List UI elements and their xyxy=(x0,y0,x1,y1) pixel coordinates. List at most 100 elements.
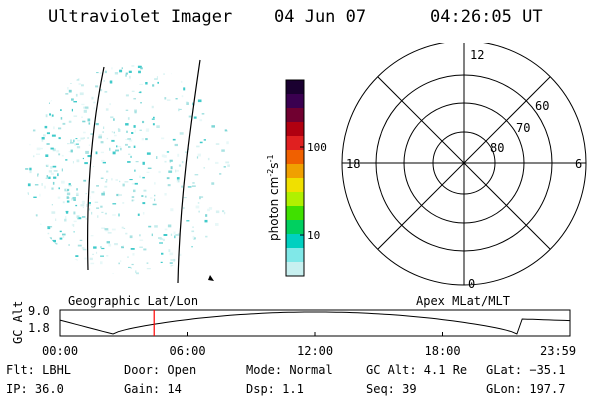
speckle-dot xyxy=(65,255,68,258)
speckle-dot xyxy=(58,127,62,130)
mlt-label-18: 18 xyxy=(346,157,360,171)
status-seq: Seq: 39 xyxy=(366,382,417,396)
speckle-dot xyxy=(96,251,98,254)
speckle-dot xyxy=(37,274,39,275)
speckle-dot xyxy=(27,206,32,210)
speckle-dot xyxy=(139,129,142,131)
speckle-dot xyxy=(58,253,61,255)
speckle-dot xyxy=(44,125,48,129)
speckle-dot xyxy=(76,146,81,149)
speckle-dot xyxy=(65,216,67,219)
speckle-dot xyxy=(41,139,44,142)
speckle-dot xyxy=(135,161,139,163)
speckle-dot xyxy=(26,110,30,113)
speckle-dot xyxy=(222,83,226,86)
speckle-dot xyxy=(25,241,30,244)
speckle-dot xyxy=(177,233,181,236)
speckle-dot xyxy=(188,115,193,118)
speckle-dot xyxy=(53,89,55,92)
speckle-dot xyxy=(79,71,84,74)
speckle-dot xyxy=(61,168,63,172)
speckle-dot xyxy=(47,232,50,235)
speckle-dot xyxy=(61,180,65,184)
speckle-dot xyxy=(30,225,34,228)
speckle-dot xyxy=(32,113,37,117)
speckle-dot xyxy=(116,145,118,148)
speckle-dot xyxy=(103,126,105,129)
lat-label-70: 70 xyxy=(516,121,530,135)
speckle-dot xyxy=(51,204,53,206)
speckle-dot xyxy=(203,139,206,141)
speckle-dot xyxy=(229,228,231,231)
speckle-dot xyxy=(46,77,49,80)
speckle-dot xyxy=(51,134,56,137)
speckle-dot xyxy=(94,201,99,203)
speckle-dot xyxy=(222,210,225,213)
speckle-dot xyxy=(192,182,195,184)
x-tick-label: 06:00 xyxy=(170,344,206,358)
colorbar-cell xyxy=(286,94,304,109)
speckle-dot xyxy=(105,230,110,232)
speckle-dot xyxy=(35,246,38,248)
speckle-dot xyxy=(151,233,153,237)
speckle-dot xyxy=(212,252,215,254)
speckle-dot xyxy=(164,97,167,100)
speckle-dot xyxy=(51,187,54,190)
speckle-dot xyxy=(76,71,79,73)
speckle-dot xyxy=(228,270,231,273)
geographic-image xyxy=(25,59,235,284)
x-tick-label: 18:00 xyxy=(425,344,461,358)
speckle-dot xyxy=(142,176,145,179)
ytick-bottom: 1.8 xyxy=(28,321,50,335)
speckle-dot xyxy=(83,131,86,134)
speckle-dot xyxy=(87,137,90,139)
speckle-dot xyxy=(169,252,174,256)
speckle-dot xyxy=(227,164,230,167)
speckle-dot xyxy=(127,161,131,163)
speckle-dot xyxy=(95,123,99,126)
speckle-dot xyxy=(158,170,161,174)
speckle-dot xyxy=(48,101,50,104)
speckle-dot xyxy=(131,199,134,202)
speckle-dot xyxy=(169,161,171,163)
apex-mlat-mlt-label: Apex MLat/MLT xyxy=(416,294,510,308)
speckle-dot xyxy=(43,134,46,137)
speckle-dot xyxy=(126,130,128,133)
speckle-dot xyxy=(65,159,68,161)
speckle-dot xyxy=(87,118,91,122)
speckle-dot xyxy=(187,186,192,188)
speckle-dot xyxy=(92,253,94,255)
speckle-dot xyxy=(73,139,75,143)
speckle-dot xyxy=(119,180,121,183)
speckle-dot xyxy=(88,208,91,211)
colorbar-cell xyxy=(286,108,304,123)
speckle-dot xyxy=(91,96,94,100)
speckle-dot xyxy=(45,164,49,167)
speckle-dot xyxy=(133,98,136,100)
speckle-dot xyxy=(193,116,197,119)
speckle-dot xyxy=(82,67,84,69)
speckle-dot xyxy=(70,139,72,143)
speckle-dot xyxy=(72,197,76,199)
speckle-dot xyxy=(192,235,195,239)
speckle-dot xyxy=(213,241,216,243)
speckle-dot xyxy=(181,185,183,188)
speckle-dot xyxy=(101,192,105,196)
speckle-dot xyxy=(194,174,199,176)
speckle-dot xyxy=(71,199,73,201)
speckle-dot xyxy=(114,134,117,137)
speckle-dot xyxy=(36,81,41,84)
speckle-dot xyxy=(145,138,148,141)
speckle-dot xyxy=(96,185,99,187)
speckle-dot xyxy=(139,91,142,94)
speckle-dot xyxy=(41,183,43,186)
speckle-dot xyxy=(163,155,167,158)
speckle-dot xyxy=(87,203,91,206)
speckle-dot xyxy=(102,131,104,133)
speckle-dot xyxy=(186,265,188,267)
speckle-dot xyxy=(25,192,29,195)
speckle-dot xyxy=(84,106,89,109)
speckle-dot xyxy=(73,101,77,103)
speckle-dot xyxy=(34,184,39,186)
speckle-dot xyxy=(75,143,79,145)
